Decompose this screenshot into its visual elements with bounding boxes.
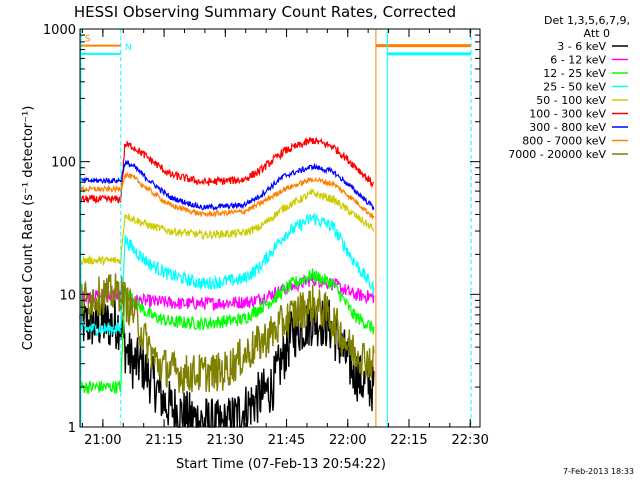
- y-tick-label: 100: [51, 156, 76, 171]
- legend-label-25-50-kev: 25 - 50 keV: [543, 81, 606, 94]
- date-stamp: 7-Feb-2013 18:33: [563, 467, 634, 476]
- series-line-300-800-kev: [79, 159, 375, 212]
- legend-label-800-7000-kev: 800 - 7000 keV: [522, 135, 606, 148]
- legend-label-3-6-kev: 3 - 6 keV: [557, 40, 606, 53]
- legend-header-line-2: Att 0: [584, 27, 610, 40]
- y-tick-label: 1: [68, 421, 76, 436]
- x-ticks: 21:00 21:15 21:30 21:45 22:00 22:15 22:30: [81, 29, 489, 448]
- x-tick-label: 22:30: [451, 433, 488, 448]
- segment-layer: SN: [80, 29, 472, 427]
- y-tick-label: 1000: [43, 23, 76, 38]
- y-axis-label: Corrected Count Rate (s⁻¹ detector⁻¹): [21, 106, 36, 351]
- legend-label-50-100-kev: 50 - 100 keV: [536, 94, 606, 107]
- segment-label-n: N: [125, 43, 132, 53]
- y-ticks: 1 10 100 1000: [43, 23, 480, 436]
- series-line-50-100-kev: [79, 187, 375, 267]
- series-line-100-300-kev: [79, 136, 375, 204]
- x-axis-label: Start Time (07-Feb-13 20:54:22): [176, 457, 386, 472]
- x-tick-label: 21:15: [145, 433, 182, 448]
- y-tick-label: 10: [59, 288, 76, 303]
- x-tick-label: 21:30: [207, 433, 244, 448]
- legend-label-6-12-kev: 6 - 12 keV: [550, 54, 606, 67]
- legend-header-line-1: Det 1,3,5,6,7,9,: [544, 14, 630, 27]
- x-tick-label: 21:00: [84, 433, 121, 448]
- series-line-800-7000-kev: [79, 171, 375, 220]
- x-tick-label: 22:00: [329, 433, 366, 448]
- series-layer: [79, 136, 375, 428]
- x-tick-label: 22:15: [390, 433, 427, 448]
- chart-title: HESSI Observing Summary Count Rates, Cor…: [74, 3, 456, 21]
- series-line-25-50-kev: [79, 212, 375, 337]
- legend-label-300-800-kev: 300 - 800 keV: [529, 121, 606, 134]
- series-line-12-25-kev: [79, 268, 375, 394]
- series-line-7000-20000-kev: [79, 273, 375, 394]
- x-tick-label: 21:45: [268, 433, 305, 448]
- segment-label-s: S: [85, 35, 91, 45]
- plot-frame: [79, 28, 481, 428]
- legend-label-7000-20000-kev: 7000 - 20000 keV: [508, 148, 606, 161]
- legend-label-100-300-kev: 100 - 300 keV: [529, 108, 606, 121]
- legend-label-12-25-kev: 12 - 25 keV: [543, 67, 606, 80]
